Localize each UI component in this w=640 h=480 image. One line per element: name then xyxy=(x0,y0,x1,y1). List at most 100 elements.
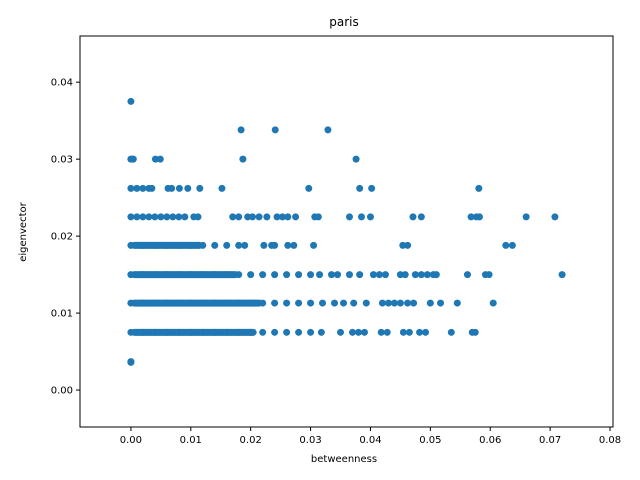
y-tick-label: 0.00 xyxy=(51,386,73,397)
data-point xyxy=(163,213,171,221)
y-tick-label: 0.04 xyxy=(51,78,73,89)
data-point xyxy=(295,328,303,336)
data-point xyxy=(453,299,461,307)
plot-frame xyxy=(79,35,614,428)
data-points xyxy=(127,97,566,366)
data-point xyxy=(471,328,479,336)
data-point xyxy=(239,155,247,163)
data-point xyxy=(399,328,407,336)
data-point xyxy=(409,213,417,221)
data-point xyxy=(295,299,303,307)
data-point xyxy=(310,241,318,249)
data-point xyxy=(169,213,177,221)
data-point xyxy=(175,213,183,221)
data-point xyxy=(223,241,231,249)
data-point xyxy=(345,271,353,279)
data-point xyxy=(237,126,245,134)
data-point xyxy=(390,299,398,307)
data-point xyxy=(244,213,252,221)
data-point xyxy=(354,328,362,336)
data-point xyxy=(271,299,279,307)
data-point xyxy=(255,213,263,221)
x-axis-ticks: 0.00 0.01 0.02 0.03 0.04 0.05 0.06 0.07 0.08 xyxy=(120,427,621,446)
data-point xyxy=(127,213,135,221)
data-point xyxy=(157,213,165,221)
data-point xyxy=(334,271,342,279)
data-point xyxy=(356,271,364,279)
data-point xyxy=(551,213,559,221)
data-point xyxy=(235,241,243,249)
data-point xyxy=(396,271,404,279)
data-point xyxy=(432,271,440,279)
x-tick-label: 0.02 xyxy=(240,435,262,446)
data-point xyxy=(259,328,267,336)
data-point xyxy=(139,213,147,221)
data-point xyxy=(396,299,404,307)
data-point xyxy=(377,328,385,336)
data-point xyxy=(248,213,256,221)
data-point xyxy=(345,213,353,221)
data-point xyxy=(316,271,324,279)
data-point xyxy=(295,271,303,279)
data-point xyxy=(485,271,493,279)
data-point xyxy=(502,241,510,249)
data-point xyxy=(357,213,365,221)
data-point xyxy=(260,241,268,249)
data-point xyxy=(271,126,279,134)
data-point xyxy=(168,184,176,192)
x-tick-label: 0.04 xyxy=(359,435,381,446)
data-point xyxy=(305,184,313,192)
data-point xyxy=(314,213,322,221)
data-point xyxy=(151,213,159,221)
data-point xyxy=(328,271,336,279)
data-point xyxy=(156,155,164,163)
data-point xyxy=(423,271,431,279)
data-point xyxy=(273,213,281,221)
data-point xyxy=(218,184,226,192)
x-tick-label: 0.01 xyxy=(180,435,202,446)
data-point-band xyxy=(130,241,203,249)
data-point xyxy=(384,299,392,307)
data-point xyxy=(381,271,389,279)
x-tick-label: 0.06 xyxy=(479,435,501,446)
data-point xyxy=(350,299,358,307)
x-tick-label: 0.03 xyxy=(299,435,321,446)
data-point xyxy=(369,271,377,279)
data-point xyxy=(437,299,445,307)
data-point xyxy=(475,213,483,221)
x-tick-label: 0.00 xyxy=(120,435,142,446)
data-point xyxy=(417,271,425,279)
data-point xyxy=(401,271,409,279)
data-point xyxy=(399,241,407,249)
data-point xyxy=(263,213,271,221)
data-point xyxy=(127,97,135,105)
data-point xyxy=(271,241,279,249)
data-point xyxy=(317,328,325,336)
data-point-band xyxy=(130,271,239,279)
data-point xyxy=(283,299,291,307)
data-point xyxy=(337,328,345,336)
data-point xyxy=(133,184,141,192)
data-point xyxy=(368,184,376,192)
y-axis-ticks: 0.00 0.01 0.02 0.03 0.04 xyxy=(51,78,80,397)
data-point xyxy=(558,271,566,279)
data-point xyxy=(378,299,386,307)
data-point xyxy=(139,184,147,192)
data-point xyxy=(211,241,219,249)
data-point xyxy=(235,213,243,221)
data-point xyxy=(463,271,471,279)
data-point xyxy=(340,299,348,307)
data-point xyxy=(366,213,374,221)
x-axis-label: betweenness xyxy=(311,454,377,465)
data-point xyxy=(278,213,286,221)
data-point xyxy=(283,271,291,279)
y-tick-label: 0.02 xyxy=(51,232,73,243)
data-point xyxy=(426,299,434,307)
data-point xyxy=(410,299,418,307)
x-tick-label: 0.08 xyxy=(599,435,621,446)
data-point xyxy=(271,271,279,279)
data-point xyxy=(247,271,255,279)
data-point xyxy=(151,155,159,163)
data-point xyxy=(129,155,137,163)
data-point xyxy=(416,328,424,336)
